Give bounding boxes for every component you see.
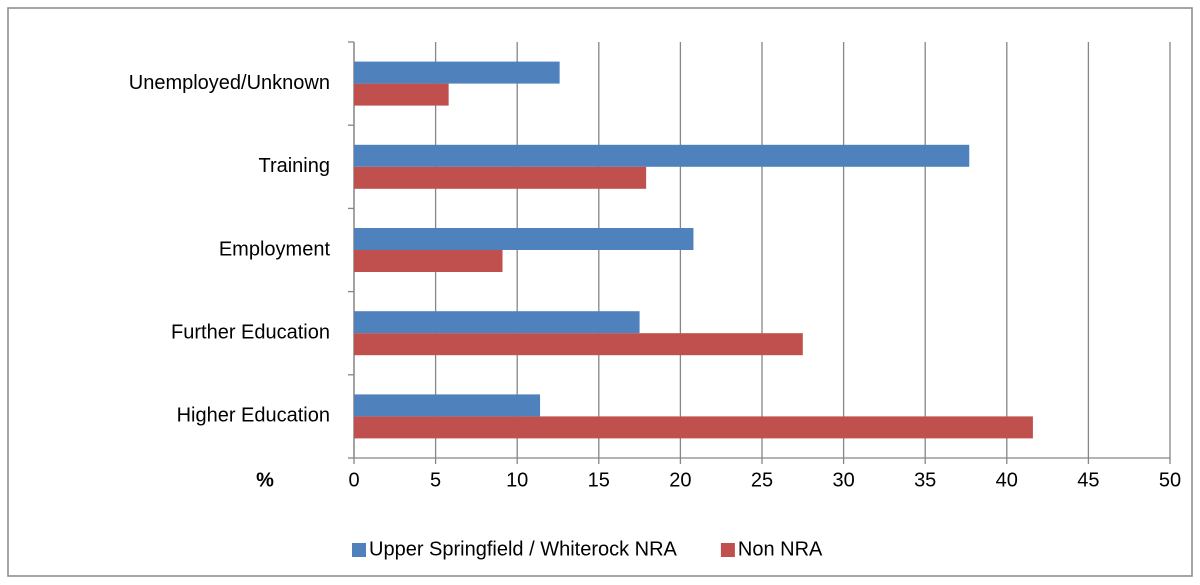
y-tick-label: Higher Education <box>177 405 330 427</box>
x-tick-label: 0 <box>348 469 359 491</box>
legend-swatch <box>720 543 735 557</box>
y-tick-label: Employment <box>219 238 331 260</box>
x-tick-label: 35 <box>914 469 936 491</box>
bar <box>354 228 694 250</box>
x-tick-label: 50 <box>1159 469 1181 491</box>
bar <box>354 61 560 84</box>
x-tick-label: 5 <box>430 469 441 491</box>
legend-label: Upper Springfield / Whiterock NRA <box>369 538 678 560</box>
bar <box>354 166 647 189</box>
x-tick-label: 45 <box>1077 469 1099 491</box>
bar <box>354 83 449 106</box>
legend-label: Non NRA <box>738 538 823 560</box>
chart-frame <box>7 7 1193 577</box>
bar <box>354 144 970 167</box>
x-tick-label: 30 <box>832 469 854 491</box>
bar <box>354 250 503 272</box>
y-tick-label: Unemployed/Unknown <box>129 72 330 94</box>
bar <box>354 394 541 417</box>
x-tick-label: 20 <box>669 469 691 491</box>
axis-label: % <box>256 469 274 491</box>
x-tick-label: 25 <box>751 469 773 491</box>
x-tick-label: 40 <box>996 469 1018 491</box>
bar <box>354 333 803 356</box>
y-tick-label: Further Education <box>171 321 330 343</box>
legend-swatch <box>352 543 366 557</box>
x-tick-label: 15 <box>588 469 610 491</box>
bar <box>354 311 640 334</box>
y-tick-label: Training <box>258 155 330 177</box>
x-tick-label: 10 <box>506 469 528 491</box>
bar <box>354 416 1033 439</box>
